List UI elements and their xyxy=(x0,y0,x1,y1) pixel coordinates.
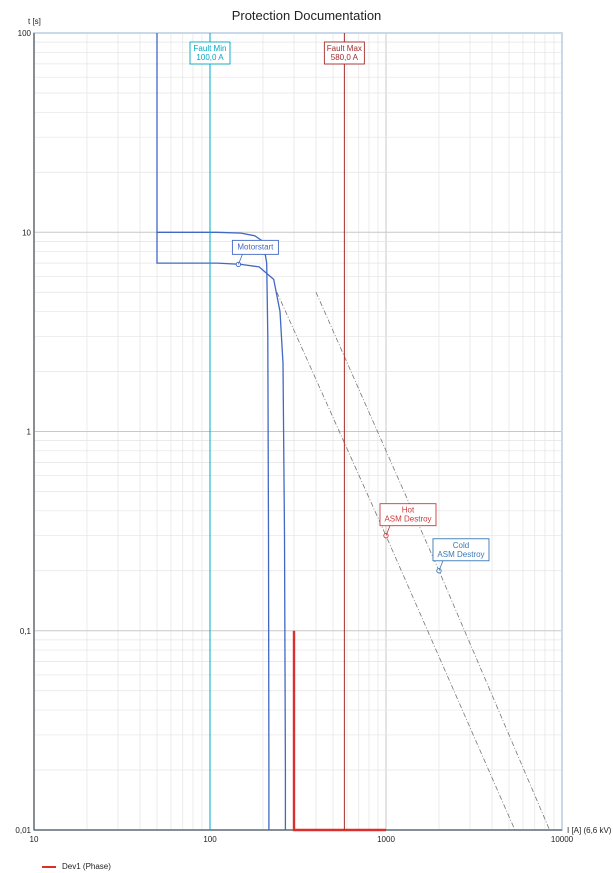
y-axis-label: t [s] xyxy=(28,17,41,26)
fault-max-label-title: Fault Max xyxy=(327,44,362,53)
fault-max-label-value: 580,0 A xyxy=(331,53,359,62)
cold-marker xyxy=(436,568,442,574)
y-tick-label: 1 xyxy=(27,428,32,437)
y-tick-label: 0,1 xyxy=(20,627,32,636)
hot-label-line1: Hot xyxy=(402,506,415,515)
tick-labels: 10 100 1000 10000 0,01 0,1 1 10 100 xyxy=(15,29,573,844)
fault-min-label-value: 100,0 A xyxy=(196,53,224,62)
y-tick-label: 10 xyxy=(22,228,31,237)
motorstart-leader xyxy=(238,254,243,265)
chart-title: Protection Documentation xyxy=(231,8,382,23)
curve-motor-hot xyxy=(156,232,287,830)
fault-min-label-box xyxy=(189,41,231,65)
cold-leader xyxy=(438,560,444,571)
motorstart-label-box xyxy=(231,239,279,255)
x-tick-label: 100 xyxy=(203,835,217,844)
hot-label-line2: ASM Destroy xyxy=(384,515,431,524)
x-axis-label: I [A] (6,6 kV) xyxy=(567,826,612,835)
hot-label-box xyxy=(379,503,437,527)
fault-max-label-box xyxy=(323,41,365,65)
x-tick-label: 10 xyxy=(30,835,39,844)
series-dev1-phase xyxy=(292,630,386,832)
legend-swatch-dev1 xyxy=(42,865,56,868)
cold-label-box xyxy=(432,538,490,562)
legend-label-dev1: Dev1 (Phase) xyxy=(62,862,111,871)
x-tick-label: 10000 xyxy=(551,835,574,844)
x-tick-label: 1000 xyxy=(377,835,395,844)
y-tick-label: 100 xyxy=(18,29,32,38)
fault-min-label-title: Fault Min xyxy=(194,44,227,53)
cold-label-line2: ASM Destroy xyxy=(437,550,484,559)
y-tick-label: 0,01 xyxy=(15,826,31,835)
cold-label-line1: Cold xyxy=(453,541,469,550)
motorstart-label-line1: Motorstart xyxy=(237,242,274,251)
curve-hot-destroy xyxy=(276,292,516,831)
grid-lines xyxy=(33,33,562,831)
hot-leader xyxy=(385,525,391,536)
legend: Dev1 (Phase) xyxy=(42,862,111,871)
